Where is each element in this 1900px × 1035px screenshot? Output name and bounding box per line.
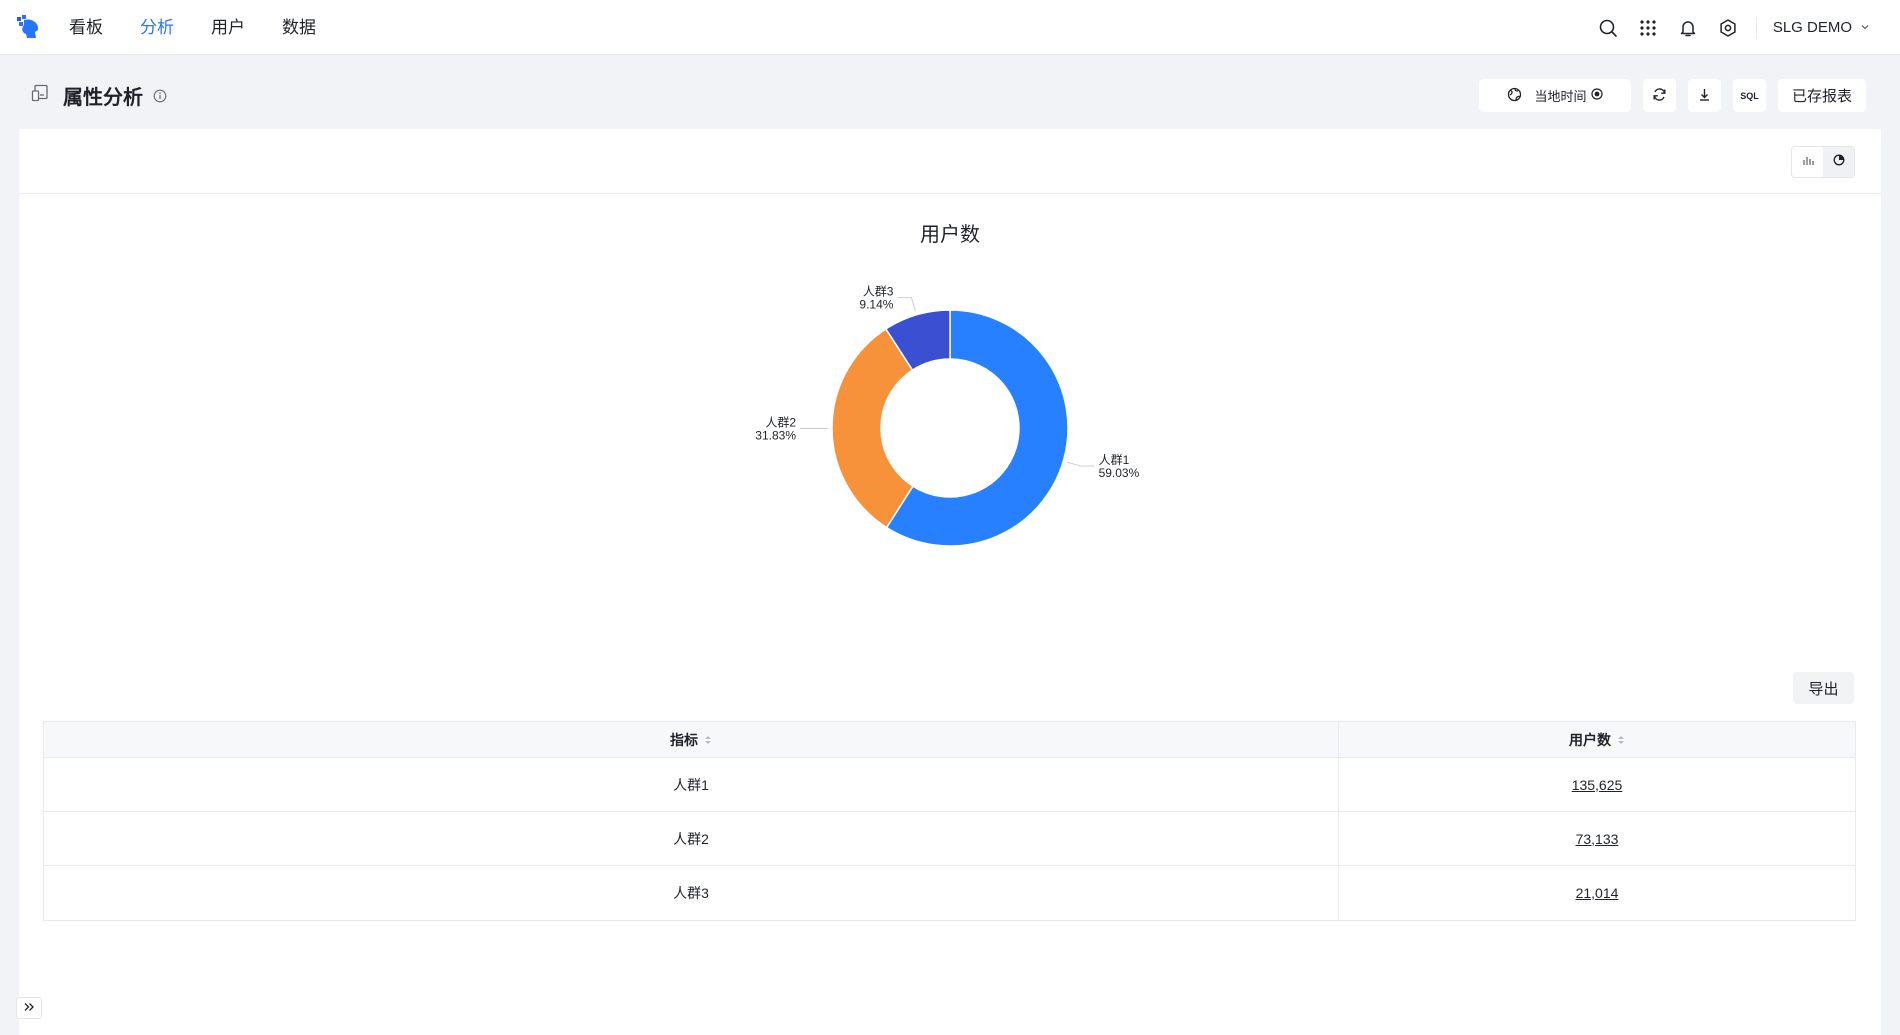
info-icon[interactable] (153, 89, 167, 103)
timezone-label: 当地时间 (1534, 89, 1587, 104)
value-cell: 135,625 (1339, 758, 1855, 811)
chart-leader-lines (800, 297, 1095, 467)
export-button[interactable]: 导出 (1793, 672, 1854, 704)
nav-item-data[interactable]: 数据 (282, 17, 316, 37)
table-header: 指标 用户数 (44, 722, 1855, 758)
sql-button[interactable]: SQL (1733, 79, 1766, 112)
double-chevron-right-icon (23, 999, 35, 1017)
metric-cell: 人群1 (44, 758, 1339, 811)
page-title-group: 属性分析 (31, 81, 167, 110)
apps-grid-icon[interactable] (1636, 16, 1660, 40)
metric-cell: 人群2 (44, 812, 1339, 865)
page-title: 属性分析 (63, 87, 143, 109)
table-row: 人群3 21,014 (44, 866, 1855, 920)
globe-icon (1507, 87, 1522, 105)
donut-chart: 用户数 人群1 59.03% 人群2 31.83% 人群3 9.14% (19, 195, 1881, 695)
pie-slice-1[interactable] (885, 309, 1069, 547)
page-header: 属性分析 当地时间 SQL 已存报表 (0, 55, 1900, 129)
bell-icon[interactable] (1676, 16, 1700, 40)
refresh-button[interactable] (1643, 79, 1676, 112)
top-right-toolbar: SLG DEMO (1580, 0, 1870, 55)
user-account-menu[interactable]: SLG DEMO (1773, 19, 1870, 36)
saved-reports-button[interactable]: 已存报表 (1778, 79, 1866, 112)
download-icon (1697, 87, 1712, 105)
table-row: 人群1 135,625 (44, 758, 1855, 812)
bar-chart-icon (1802, 153, 1814, 171)
column-header-label: 指标 (670, 731, 698, 748)
metric-cell: 人群3 (44, 866, 1339, 920)
bar-chart-toggle[interactable] (1792, 147, 1823, 177)
nav-item-analysis[interactable]: 分析 (140, 17, 174, 37)
chart-slices (831, 309, 1069, 547)
nav-item-dashboard[interactable]: 看板 (69, 17, 103, 37)
header-actions: 当地时间 SQL 已存报表 (1467, 79, 1866, 112)
slice-label-1: 人群1 (1099, 453, 1130, 467)
slice-percent-1: 59.03% (1099, 466, 1140, 480)
expand-sidebar-button[interactable] (16, 997, 42, 1019)
main-nav: 看板 分析 用户 数据 (69, 0, 353, 55)
report-panel: 用户数 人群1 59.03% 人群2 31.83% 人群3 9.14% 导出 指标 用户数… (19, 129, 1881, 1035)
chevron-down-icon (1860, 19, 1870, 36)
user-name-label: SLG DEMO (1772, 19, 1852, 36)
panel-toolbar (19, 129, 1881, 194)
column-header-user-count[interactable]: 用户数 (1339, 722, 1855, 757)
pie-slice-3[interactable] (884, 309, 951, 372)
column-header-label: 用户数 (1569, 731, 1611, 748)
timezone-button[interactable]: 当地时间 (1479, 79, 1631, 112)
value-cell: 21,014 (1339, 866, 1855, 920)
refresh-icon (1652, 87, 1667, 105)
slice-percent-3: 9.14% (859, 298, 893, 312)
pie-chart-icon (1833, 153, 1845, 171)
search-icon[interactable] (1596, 16, 1620, 40)
data-table: 指标 用户数 人群1 135,625 人群2 73,133 (43, 721, 1856, 921)
radio-dot-icon (1590, 88, 1603, 103)
user-count-link[interactable]: 135,625 (1571, 776, 1623, 793)
download-button[interactable] (1688, 79, 1721, 112)
slice-label-2: 人群2 (765, 416, 796, 430)
sql-label: SQL (1740, 90, 1759, 101)
report-icon (31, 84, 49, 107)
top-navigation-bar: 看板 分析 用户 数据 SLG DEMO (0, 0, 1900, 55)
pie-chart-toggle[interactable] (1823, 147, 1854, 177)
sort-icon[interactable] (1617, 734, 1625, 746)
column-header-metric[interactable]: 指标 (44, 722, 1339, 757)
nav-item-users[interactable]: 用户 (211, 17, 245, 37)
chart-type-switch (1791, 146, 1855, 178)
app-logo-icon[interactable] (13, 12, 43, 42)
user-count-link[interactable]: 73,133 (1575, 830, 1619, 847)
slice-label-3: 人群3 (863, 285, 894, 299)
leader-line-3 (897, 297, 916, 312)
leader-line-1 (1066, 461, 1095, 467)
slice-percent-2: 31.83% (755, 429, 796, 443)
toolbar-divider (1755, 16, 1757, 39)
user-count-link[interactable]: 21,014 (1575, 885, 1619, 901)
sort-icon[interactable] (704, 734, 712, 746)
table-row: 人群2 73,133 (44, 812, 1855, 866)
chart-title: 用户数 (920, 223, 980, 246)
gear-icon[interactable] (1716, 16, 1740, 40)
value-cell: 73,133 (1339, 812, 1855, 865)
pie-slice-2[interactable] (831, 327, 914, 529)
